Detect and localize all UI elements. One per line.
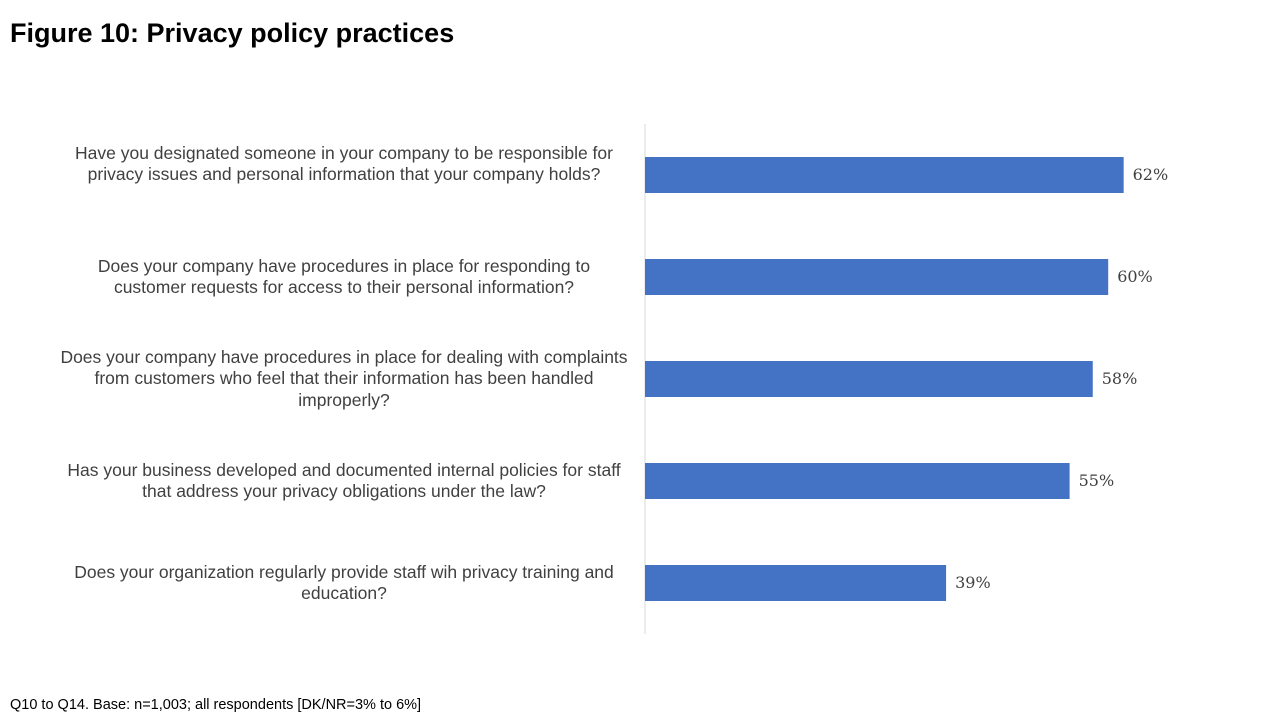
bar-4: [645, 463, 1070, 499]
category-label-5: Does your organization regularly provide…: [74, 561, 614, 604]
bar-2: [645, 259, 1109, 295]
chart-title: Figure 10: Privacy policy practices: [10, 18, 455, 48]
bars-group: [645, 157, 1124, 601]
value-label-5: 39%: [955, 573, 991, 592]
bar-3: [645, 361, 1093, 397]
value-label-3: 58%: [1101, 369, 1138, 388]
value-label-2: 60%: [1117, 267, 1153, 286]
category-label-4: Has your business developed and document…: [67, 459, 621, 502]
category-label-1: Have you designated someone in your comp…: [75, 142, 613, 185]
bar-1: [645, 157, 1124, 193]
category-label-2: Does your company have procedures in pla…: [97, 255, 591, 298]
category-label-3: Does your company have procedures in pla…: [60, 346, 628, 410]
value-label-4: 55%: [1078, 471, 1115, 490]
value-label-1: 62%: [1132, 165, 1169, 184]
bar-5: [645, 565, 947, 601]
footnote: Q10 to Q14. Base: n=1,003; all responden…: [10, 697, 422, 713]
